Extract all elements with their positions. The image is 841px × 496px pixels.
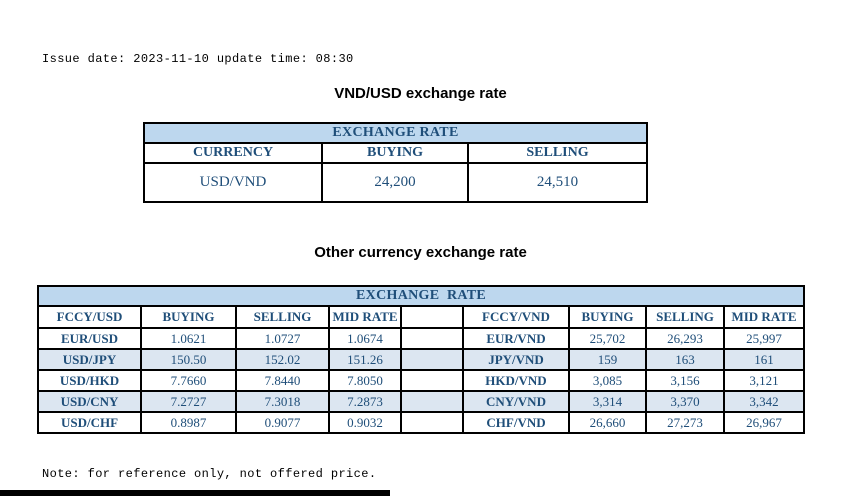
- rate-value-buying: 26,660: [570, 413, 647, 434]
- other-currency-rate-table: EXCHANGE RATE FCCY/USD BUYING SELLING MI…: [37, 285, 806, 434]
- rate-value-mid: 1.0674: [330, 329, 402, 350]
- rate-value-mid: 7.8050: [330, 371, 402, 392]
- currency-pair: USD/CHF: [39, 413, 142, 434]
- rate-value-selling: 163: [647, 350, 725, 371]
- table-row: USD/CNY 7.2727 7.3018 7.2873 CNY/VND 3,3…: [39, 392, 806, 413]
- rate-value-mid: 3,342: [725, 392, 806, 413]
- table-row: EUR/USD 1.0621 1.0727 1.0674 EUR/VND 25,…: [39, 329, 806, 350]
- spacer-cell: [402, 392, 464, 413]
- rate-value-buying: 25,702: [570, 329, 647, 350]
- issue-date-text: Issue date: 2023-11-10 update time: 08:3…: [42, 52, 354, 66]
- column-header-selling: SELLING: [237, 307, 330, 329]
- exchange-rate-band: EXCHANGE RATE: [39, 287, 806, 307]
- rate-value-selling: 7.3018: [237, 392, 330, 413]
- rate-value-mid: 161: [725, 350, 806, 371]
- currency-pair: CNY/VND: [464, 392, 570, 413]
- table-row: USD/HKD 7.7660 7.8440 7.8050 HKD/VND 3,0…: [39, 371, 806, 392]
- rate-value-buying: 7.7660: [142, 371, 237, 392]
- column-header-mid-rate: MID RATE: [725, 307, 806, 329]
- currency-pair: USD/CNY: [39, 392, 142, 413]
- rate-value-selling: 3,156: [647, 371, 725, 392]
- rate-value-buying: 3,314: [570, 392, 647, 413]
- table-row: USD/CHF 0.8987 0.9077 0.9032 CHF/VND 26,…: [39, 413, 806, 434]
- spacer-cell: [402, 350, 464, 371]
- column-header-buying: BUYING: [323, 144, 469, 164]
- spacer-cell: [402, 371, 464, 392]
- currency-pair: USD/JPY: [39, 350, 142, 371]
- table-row: USD/JPY 150.50 152.02 151.26 JPY/VND 159…: [39, 350, 806, 371]
- rate-value-selling: 7.8440: [237, 371, 330, 392]
- other-table-title: Other currency exchange rate: [314, 244, 527, 261]
- column-header-selling: SELLING: [647, 307, 725, 329]
- rate-value-mid: 26,967: [725, 413, 806, 434]
- spacer-cell: [402, 329, 464, 350]
- bottom-edge-bar: [0, 490, 390, 496]
- rate-value-selling: 152.02: [237, 350, 330, 371]
- currency-pair: CHF/VND: [464, 413, 570, 434]
- table-band-row: EXCHANGE RATE: [39, 287, 806, 307]
- rate-value-buying: 159: [570, 350, 647, 371]
- currency-pair: JPY/VND: [464, 350, 570, 371]
- column-header-fccy-usd: FCCY/USD: [39, 307, 142, 329]
- table-header-row: FCCY/USD BUYING SELLING MID RATE FCCY/VN…: [39, 307, 806, 329]
- column-header-fccy-vnd: FCCY/VND: [464, 307, 570, 329]
- usd-vnd-rate-table: EXCHANGE RATE CURRENCY BUYING SELLING US…: [143, 122, 648, 203]
- rate-value-buying: 150.50: [142, 350, 237, 371]
- table-row: USD/VND 24,200 24,510: [145, 164, 648, 203]
- column-header-selling: SELLING: [469, 144, 648, 164]
- rate-value-buying: 0.8987: [142, 413, 237, 434]
- rate-value-selling: 0.9077: [237, 413, 330, 434]
- table-band-row: EXCHANGE RATE: [145, 124, 648, 144]
- column-header-currency: CURRENCY: [145, 144, 323, 164]
- rate-value-selling: 24,510: [469, 164, 648, 203]
- currency-pair: EUR/VND: [464, 329, 570, 350]
- currency-pair: EUR/USD: [39, 329, 142, 350]
- spacer-cell: [402, 307, 464, 329]
- column-header-buying: BUYING: [142, 307, 237, 329]
- rate-value-mid: 3,121: [725, 371, 806, 392]
- spacer-cell: [402, 413, 464, 434]
- rate-value-buying: 24,200: [323, 164, 469, 203]
- rate-value-selling: 3,370: [647, 392, 725, 413]
- rate-value-buying: 1.0621: [142, 329, 237, 350]
- note-text: Note: for reference only, not offered pr…: [42, 467, 377, 481]
- rate-value-mid: 25,997: [725, 329, 806, 350]
- currency-pair: USD/VND: [145, 164, 323, 203]
- rate-value-buying: 3,085: [570, 371, 647, 392]
- rate-value-buying: 7.2727: [142, 392, 237, 413]
- table-header-row: CURRENCY BUYING SELLING: [145, 144, 648, 164]
- currency-pair: HKD/VND: [464, 371, 570, 392]
- column-header-buying: BUYING: [570, 307, 647, 329]
- rate-value-selling: 26,293: [647, 329, 725, 350]
- rate-value-mid: 0.9032: [330, 413, 402, 434]
- rate-value-selling: 27,273: [647, 413, 725, 434]
- rate-value-selling: 1.0727: [237, 329, 330, 350]
- rate-value-mid: 151.26: [330, 350, 402, 371]
- rate-value-mid: 7.2873: [330, 392, 402, 413]
- currency-pair: USD/HKD: [39, 371, 142, 392]
- exchange-rate-band: EXCHANGE RATE: [145, 124, 648, 144]
- column-header-mid-rate: MID RATE: [330, 307, 402, 329]
- usd-table-title: VND/USD exchange rate: [334, 85, 507, 102]
